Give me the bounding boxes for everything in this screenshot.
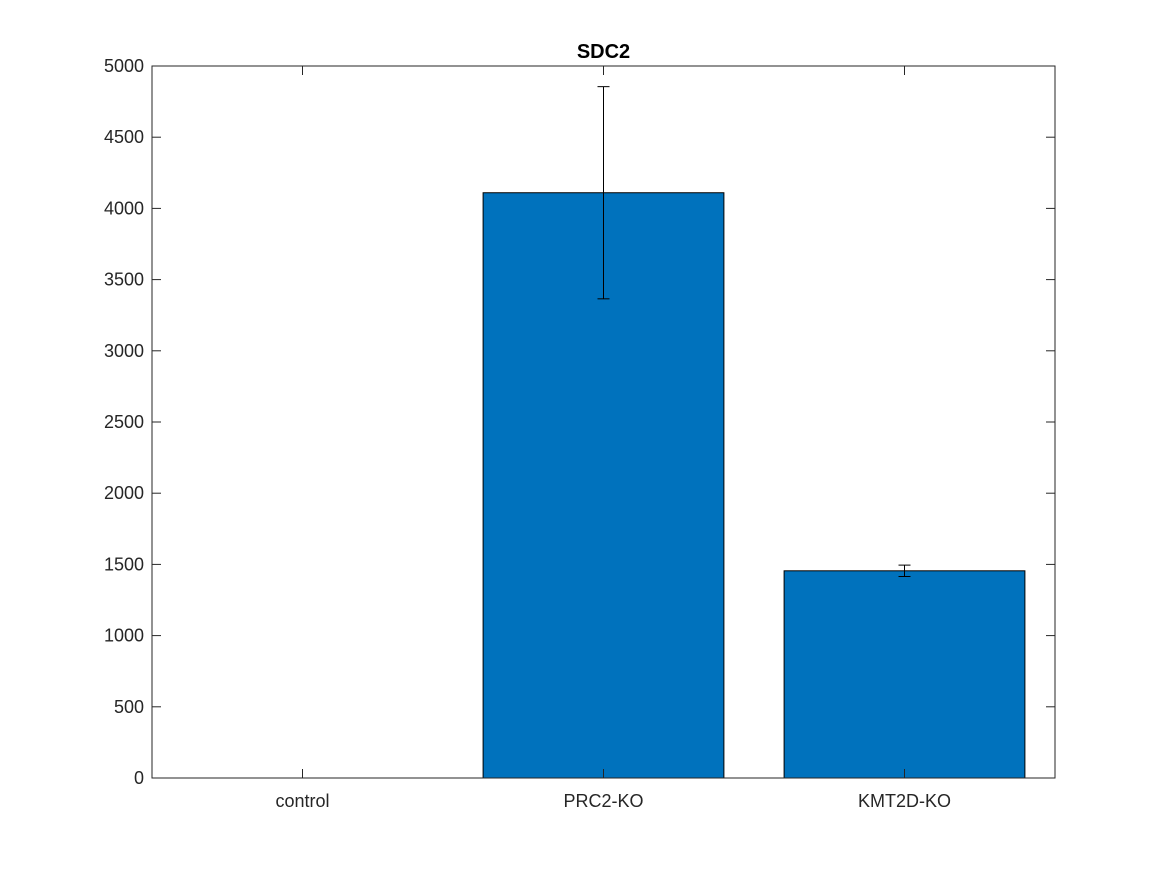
x-tick-label-kmt2d-ko: KMT2D-KO: [858, 791, 951, 811]
x-tick-labels: control PRC2-KO KMT2D-KO: [275, 791, 951, 811]
y-tick-label: 4000: [104, 198, 144, 218]
bars-layer: [482, 192, 1026, 779]
y-tick-label: 500: [114, 697, 144, 717]
chart-title: SDC2: [577, 41, 630, 63]
y-tick-label: 1500: [104, 554, 144, 574]
bar-kmt2d-ko: [783, 570, 1026, 779]
y-tick-label: 4500: [104, 127, 144, 147]
errorbar-kmt2d-ko: [898, 564, 911, 578]
y-tick-labels: 0 500 1000 1500 2000 2500 3000 3500 4000 4500 5000: [104, 56, 144, 788]
x-tick-label-prc2-ko: PRC2-KO: [563, 791, 643, 811]
x-tick-label-control: control: [275, 791, 329, 811]
errorbar-prc2-ko: [597, 86, 610, 300]
y-tick-label: 2500: [104, 412, 144, 432]
y-tick-label: 5000: [104, 56, 144, 76]
y-tick-label: 2000: [104, 483, 144, 503]
y-tick-label: 3500: [104, 270, 144, 290]
y-tick-label: 1000: [104, 626, 144, 646]
errorbars-layer: [597, 86, 911, 578]
y-tick-label: 0: [134, 768, 144, 788]
ticks-layer: [152, 65, 1055, 779]
y-tick-label: 3000: [104, 341, 144, 361]
